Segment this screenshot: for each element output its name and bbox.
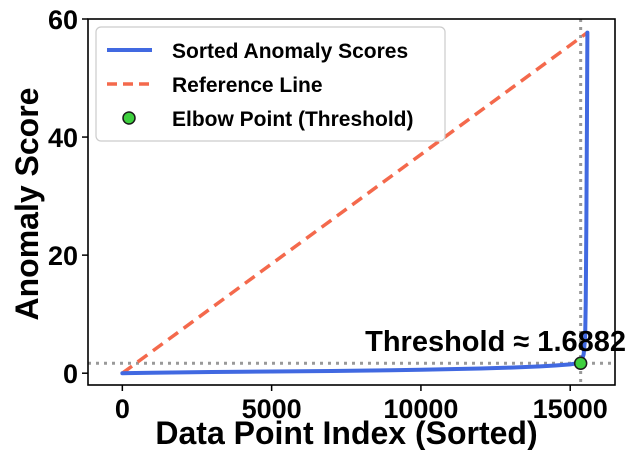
legend-entry-label: Sorted Anomaly Scores xyxy=(172,40,408,63)
x-tick-label: 10000 xyxy=(383,394,458,424)
y-tick-label: 40 xyxy=(48,123,78,153)
x-axis-label: Data Point Index (Sorted) xyxy=(155,415,537,450)
x-tick-label: 5000 xyxy=(242,394,302,424)
elbow-point-marker xyxy=(573,356,588,370)
y-tick-label: 0 xyxy=(63,359,78,389)
y-axis-label: Anomaly Score xyxy=(9,88,45,321)
annotation-layer: Threshold ≈ 1.6882 xyxy=(365,326,626,358)
threshold-annotation: Threshold ≈ 1.6882 xyxy=(365,326,626,358)
legend-swatch-marker xyxy=(122,111,136,125)
plot-frame xyxy=(87,18,616,386)
y-tick-label: 20 xyxy=(48,241,78,271)
legend-entry-label: Reference Line xyxy=(172,74,323,97)
legend-entry-label: Elbow Point (Threshold) xyxy=(172,108,413,131)
reference-line xyxy=(121,31,589,375)
reference-lines-group xyxy=(88,19,615,385)
legend-box xyxy=(95,26,446,142)
series-layer xyxy=(120,30,590,376)
sorted-anomaly-scores-line xyxy=(120,30,590,376)
x-tick-label: 0 xyxy=(115,394,130,424)
axes-layer: 0 5000 10000 15000 0 20 40 60 Data Point Index (… xyxy=(9,5,616,450)
legend: Sorted Anomaly Scores Reference Line Elbow… xyxy=(95,26,446,142)
y-tick-label: 60 xyxy=(48,5,78,35)
x-tick-label: 15000 xyxy=(533,394,608,424)
